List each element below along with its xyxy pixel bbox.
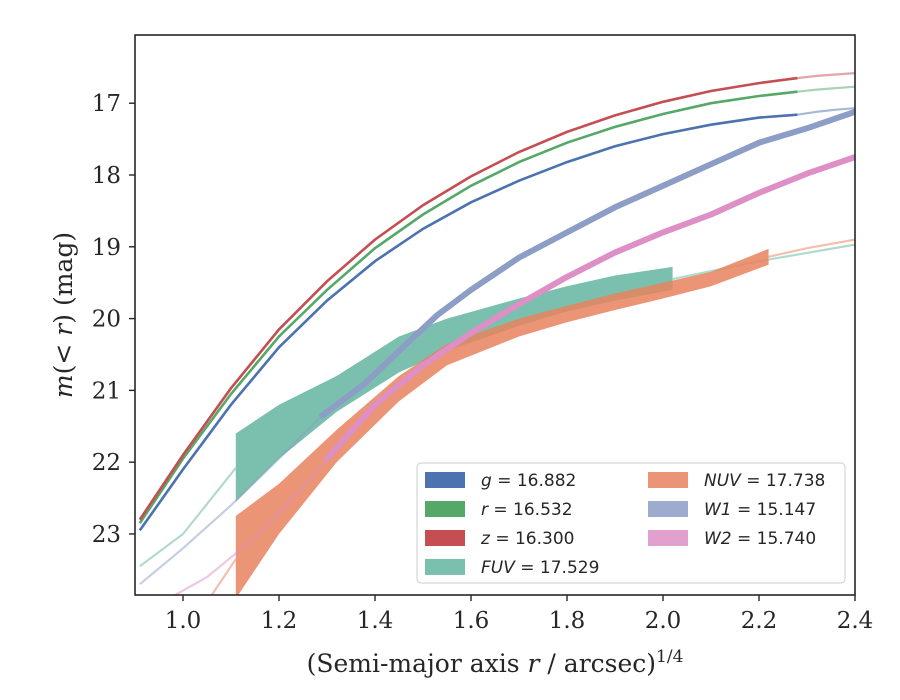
x-tick-label: 1.2 <box>261 608 298 634</box>
legend-value: = 16.532 <box>488 500 573 520</box>
legend-label-r: r = 16.532 <box>481 500 573 520</box>
y-tick-label: 23 <box>92 522 121 548</box>
x-tick-label: 1.4 <box>357 608 394 634</box>
y-tick-label: 18 <box>92 163 121 189</box>
x-tick-label: 2.2 <box>741 608 778 634</box>
y-tick-label: 17 <box>92 91 121 117</box>
y-label-open: (< <box>49 336 78 375</box>
plot-frame <box>134 34 856 596</box>
y-tick-label: 19 <box>92 235 121 261</box>
y-tick-label: 21 <box>92 378 121 404</box>
y-tick-label: 20 <box>92 307 121 333</box>
series-w1-line <box>319 108 855 419</box>
series-fuv-extrapolation <box>139 467 237 568</box>
legend-swatch-g <box>425 472 465 488</box>
data-layer <box>138 72 855 595</box>
y-label-var: m <box>49 374 78 398</box>
legend-symbol: g <box>481 471 492 491</box>
series-z-extrapolation <box>797 72 855 80</box>
legend-symbol: z <box>480 529 491 549</box>
legend-label-fuv: FUV = 17.529 <box>481 558 599 578</box>
series-r-line <box>138 90 798 524</box>
legend-frame <box>416 462 846 584</box>
series-w2-line <box>324 154 855 462</box>
y-axis-label: m(< r) (mag) <box>49 232 78 398</box>
legend-value: = 15.740 <box>732 529 817 549</box>
series-z-line <box>138 76 798 521</box>
series-w2-extrapolation <box>172 457 328 595</box>
legend-symbol: FUV <box>481 558 516 578</box>
legend-label-w1: W1 = 15.147 <box>704 500 816 520</box>
x-tick-label: 1.0 <box>165 608 202 634</box>
series-nuv-band <box>235 248 769 595</box>
legend-symbol: r <box>481 500 489 520</box>
x-label-unit: / arcsec) <box>539 649 656 678</box>
legend-swatch-nuv <box>648 472 688 488</box>
axes-layer: 1.0 1.2 1.4 1.6 1.8 2.0 2.2 2.4 17 18 19 20 21 22 23 <box>92 91 874 634</box>
x-tick-label: 2.0 <box>645 608 682 634</box>
legend-swatch-w2 <box>648 530 688 546</box>
y-label-unit: ) (mag) <box>49 232 78 324</box>
x-label-var: r <box>528 649 542 678</box>
x-tick-label: 2.4 <box>837 608 874 634</box>
series-w1-extrapolation <box>139 414 323 586</box>
series-nuv-extrapolation <box>209 558 237 595</box>
x-label-exponent: 1/4 <box>656 647 683 667</box>
y-label-r: r <box>49 322 78 336</box>
series-g-line <box>138 113 798 532</box>
legend-swatch-w1 <box>648 501 688 517</box>
legend-swatch-r <box>425 501 465 517</box>
y-tick-label: 22 <box>92 450 121 476</box>
series-r-extrapolation <box>797 85 855 93</box>
legend-label-w2: W2 = 15.740 <box>704 529 816 549</box>
legend-symbol: NUV <box>704 471 742 491</box>
series-g-extrapolation <box>797 107 855 116</box>
legend-label-z: z = 16.300 <box>480 529 574 549</box>
legend-value: = 17.738 <box>741 471 826 491</box>
x-axis-label: (Semi-major axis r / arcsec)1/4 <box>307 647 684 678</box>
legend-label-g: g = 16.882 <box>481 471 576 491</box>
x-tick-label: 1.8 <box>549 608 586 634</box>
legend-symbol: W1 <box>704 500 732 520</box>
legend-swatch-z <box>425 530 465 546</box>
series-nuv-extrapolation-outer <box>768 238 855 258</box>
legend-value: = 17.529 <box>515 558 600 578</box>
legend-value: = 16.300 <box>490 529 575 549</box>
x-tick-label: 1.6 <box>453 608 490 634</box>
legend-symbol: W2 <box>704 529 732 549</box>
legend-value: = 16.882 <box>492 471 577 491</box>
legend-value: = 15.147 <box>732 500 817 520</box>
legend-label-nuv: NUV = 17.738 <box>704 471 825 491</box>
legend-swatch-fuv <box>425 559 465 575</box>
